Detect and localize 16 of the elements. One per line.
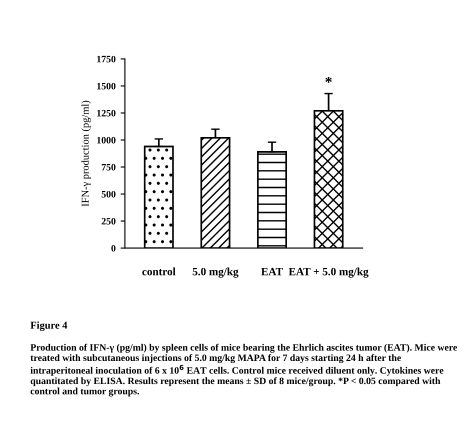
y-tick-label: 1500	[97, 82, 116, 90]
x-tick-label: 5.0 mg/kg	[192, 268, 238, 278]
x-tick-label: control	[142, 268, 176, 276]
x-tick-label: EAT + 5.0 mg/kg	[288, 268, 368, 278]
y-tick-label: 1250	[97, 110, 116, 116]
y-tick-label: 500	[102, 190, 116, 198]
y-tick-label: 750	[102, 164, 116, 170]
text: Production of IFN-γ (pg/ml) by spleen cells of mice bearing the Ehrlich ascites tumor (EAT). Mice were treated with subcutaneous injections of 5.0 mg/kg MAPA for 7 days starting 24 h after the intraperitoneal inoculation of 6 x 10$^{6}$ EAT cells. Control mice received diluent only. Cytokines were quantitated by ELISA. Results represent the means ± SD of 8 mice/group. *P < 0.05 compared with control and tumor groups.	[30, 344, 458, 396]
caption: Figure 4	[30, 321, 68, 331]
y-tick-label: 250	[102, 218, 116, 225]
x-tick-label: EAT	[261, 268, 283, 276]
y-tick-label: 1000	[97, 136, 116, 144]
annotation: *	[325, 76, 332, 83]
y-tick-label: 1750	[97, 56, 116, 62]
y-axis-title: IFN-γ production (pg/ml)	[81, 100, 91, 206]
y-tick-label: 0	[111, 244, 116, 252]
